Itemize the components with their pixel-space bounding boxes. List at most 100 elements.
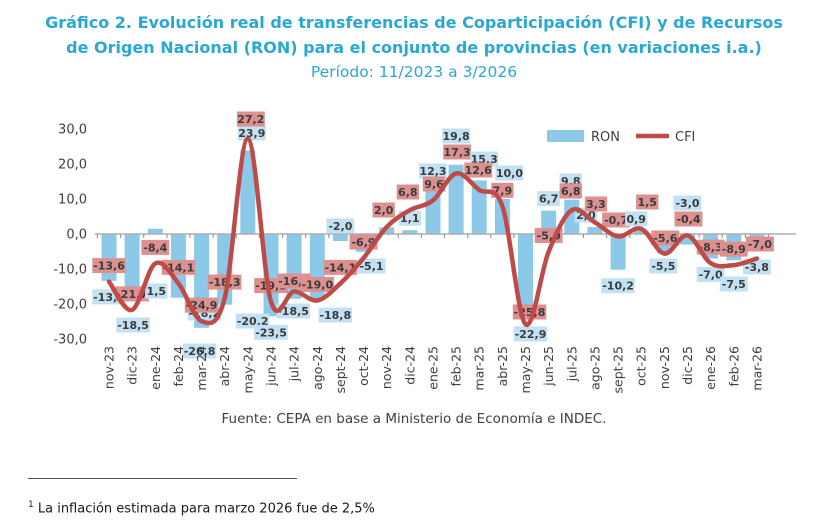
- svg-text:9,6: 9,6: [424, 178, 444, 191]
- svg-text:6,8: 6,8: [561, 185, 581, 198]
- svg-text:10,0: 10,0: [496, 167, 523, 180]
- legend-ron-label: RON: [591, 130, 620, 145]
- svg-text:-3,8: -3,8: [745, 261, 769, 274]
- ron-bar: [587, 227, 603, 234]
- ron-bar: [332, 234, 348, 241]
- svg-text:-13,6: -13,6: [93, 260, 125, 273]
- svg-text:-10,2: -10,2: [602, 280, 634, 293]
- ron-bar: [101, 234, 117, 281]
- x-tick-label: may-24: [240, 346, 255, 393]
- ron-bar: [448, 164, 464, 234]
- data-label: -8,9: [719, 241, 748, 257]
- x-tick-label: ene-24: [148, 346, 163, 390]
- x-tick-label: ene-26: [703, 346, 718, 390]
- svg-text:12,3: 12,3: [419, 165, 446, 178]
- svg-text:-3,0: -3,0: [675, 197, 699, 210]
- data-label: 6,8: [396, 184, 419, 200]
- x-tick-label: abr-25: [495, 346, 510, 386]
- x-tick-label: feb-26: [726, 346, 741, 386]
- svg-text:-5,5: -5,5: [651, 260, 675, 273]
- data-label: 23,9: [237, 125, 266, 141]
- data-label: -3,0: [673, 195, 702, 211]
- svg-text:-18,5: -18,5: [117, 319, 149, 332]
- y-tick-label: 20,0: [58, 158, 87, 173]
- data-label: 27,2: [236, 111, 265, 127]
- svg-text:-20,2: -20,2: [237, 315, 269, 328]
- ron-bar: [147, 228, 163, 235]
- svg-text:-8,9: -8,9: [722, 243, 746, 256]
- svg-text:-8,3: -8,3: [699, 241, 723, 254]
- data-label: -5,1: [357, 258, 386, 274]
- svg-text:-18,8: -18,8: [319, 309, 351, 322]
- svg-text:-7,5: -7,5: [722, 278, 746, 291]
- x-tick-label: feb-24: [171, 346, 186, 386]
- data-label: -13,6: [92, 258, 126, 274]
- x-tick-label: ago-25: [587, 346, 602, 390]
- source-caption: Fuente: CEPA en base a Ministerio de Eco…: [221, 411, 607, 427]
- chart-title-line2: de Origen Nacional (RON) para el conjunt…: [66, 38, 762, 57]
- x-tick-label: may-25: [518, 346, 533, 393]
- footnote-divider: [28, 478, 297, 479]
- svg-text:-7,0: -7,0: [748, 238, 772, 251]
- data-label: 3,3: [584, 196, 608, 212]
- svg-text:-26,8: -26,8: [184, 345, 216, 358]
- ron-bar: [379, 227, 395, 234]
- ron-bar: [286, 234, 302, 299]
- ron-bar: [263, 234, 279, 317]
- data-label: 19,8: [442, 128, 471, 144]
- x-tick-label: sept-24: [333, 346, 348, 394]
- data-label: 12,6: [464, 162, 493, 178]
- legend-cfi-label: CFI: [675, 130, 695, 145]
- svg-text:-14,1: -14,1: [325, 261, 357, 274]
- data-label: 17,3: [443, 144, 472, 160]
- svg-text:-0,4: -0,4: [676, 213, 700, 226]
- data-label: -18,8: [318, 307, 352, 323]
- svg-text:-0,7: -0,7: [604, 214, 628, 227]
- x-tick-label: dic-24: [402, 346, 417, 385]
- x-tick-label: ago-24: [310, 346, 325, 390]
- data-label: 0,9: [625, 211, 648, 227]
- svg-text:1,5: 1,5: [637, 196, 657, 209]
- cfi-line: [106, 136, 760, 327]
- data-label: -3,8: [743, 259, 771, 275]
- x-tick-label: jun-24: [264, 346, 279, 387]
- x-tick-label: mar-25: [472, 346, 487, 391]
- svg-text:-8,4: -8,4: [143, 241, 167, 254]
- y-tick-label: -10,0: [53, 263, 87, 278]
- ron-bar: [633, 230, 649, 234]
- chart-title-line1: Gráfico 2. Evolución real de transferenc…: [45, 13, 783, 32]
- x-tick-label: oct-25: [634, 346, 649, 386]
- x-tick-label: jul-25: [564, 346, 579, 382]
- data-label: -26,8: [182, 343, 217, 359]
- svg-text:-18,5: -18,5: [277, 305, 309, 318]
- data-label: 6,8: [559, 183, 582, 199]
- data-label: -0,4: [674, 211, 703, 227]
- data-label: 10,0: [495, 165, 523, 181]
- svg-text:6,8: 6,8: [398, 186, 418, 199]
- y-tick-label: -30,0: [53, 333, 87, 348]
- ron-bar: [240, 150, 256, 234]
- data-label: -7,5: [719, 276, 748, 292]
- data-label: 9,6: [422, 176, 446, 192]
- svg-text:-19,0: -19,0: [301, 279, 333, 292]
- data-label: -8,3: [696, 239, 725, 255]
- svg-text:17,3: 17,3: [444, 146, 471, 159]
- x-tick-label: ene-25: [426, 346, 441, 390]
- ron-bar: [680, 234, 695, 245]
- data-label: -19,0: [300, 277, 334, 292]
- svg-text:2,0: 2,0: [374, 204, 394, 217]
- data-label: -8,4: [141, 239, 170, 255]
- y-tick-label: 0,0: [66, 228, 87, 243]
- data-label: -7,0: [746, 236, 774, 252]
- ron-bar: [518, 234, 533, 315]
- svg-text:-5,1: -5,1: [359, 260, 383, 273]
- svg-text:12,6: 12,6: [465, 164, 492, 177]
- data-label: 1,5: [636, 194, 659, 210]
- data-label: -10,2: [601, 278, 635, 294]
- x-tick-label: nov-25: [657, 346, 672, 389]
- data-label: -7,0: [696, 267, 725, 282]
- x-tick-label: feb-25: [449, 346, 464, 386]
- data-label: -18,3: [207, 274, 242, 290]
- data-label: 12,3: [419, 163, 447, 179]
